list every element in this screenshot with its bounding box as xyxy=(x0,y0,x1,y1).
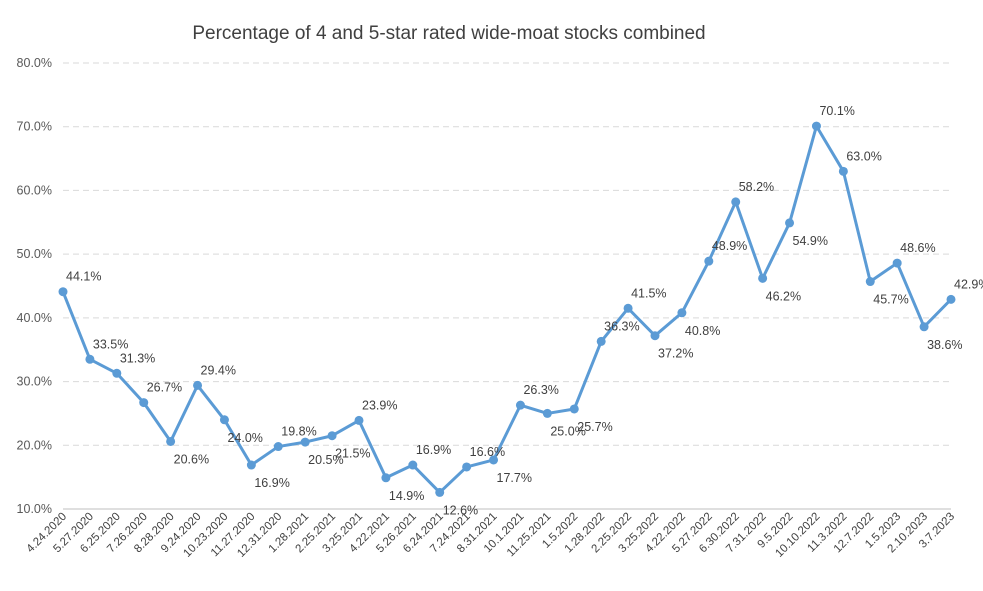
data-label: 31.3% xyxy=(120,351,155,365)
data-label: 16.9% xyxy=(254,476,289,490)
data-point xyxy=(542,408,552,418)
x-axis-ticks: 4.24.20205.27.20206.25.20207.26.20208.28… xyxy=(24,511,957,560)
data-label: 24.0% xyxy=(227,431,262,445)
data-label: 26.3% xyxy=(523,383,558,397)
data-point xyxy=(435,487,445,497)
data-label: 46.2% xyxy=(766,289,801,303)
y-tick-label: 10.0% xyxy=(17,502,52,516)
data-point xyxy=(515,400,525,410)
data-point xyxy=(704,256,714,266)
data-label: 42.9% xyxy=(954,277,983,291)
data-label: 36.3% xyxy=(604,319,639,333)
data-point xyxy=(919,322,929,332)
data-point xyxy=(139,398,149,408)
data-label: 25.0% xyxy=(550,424,585,438)
data-point xyxy=(193,380,203,390)
y-tick-label: 80.0% xyxy=(17,56,52,70)
data-point xyxy=(731,197,741,207)
data-label: 45.7% xyxy=(873,293,908,307)
data-label: 37.2% xyxy=(658,347,693,361)
data-label: 16.6% xyxy=(470,445,505,459)
data-point xyxy=(112,368,122,378)
data-label: 41.5% xyxy=(631,286,666,300)
data-point xyxy=(677,308,687,318)
chart-title: Percentage of 4 and 5-star rated wide-mo… xyxy=(192,23,705,44)
data-label: 70.1% xyxy=(819,104,854,118)
data-label: 29.4% xyxy=(201,363,236,377)
data-label: 48.6% xyxy=(900,241,935,255)
data-label: 38.6% xyxy=(927,338,962,352)
data-point xyxy=(354,415,364,425)
data-label: 19.8% xyxy=(281,425,316,439)
data-point xyxy=(246,460,256,470)
data-point xyxy=(381,473,391,483)
gridlines xyxy=(63,62,951,510)
y-tick-label: 70.0% xyxy=(17,120,52,134)
data-point xyxy=(758,273,768,283)
data-point xyxy=(569,404,579,414)
data-label: 20.5% xyxy=(308,453,343,467)
y-axis-ticks: 10.0% 20.0% 30.0% 40.0% 50.0% 60.0% 70.0% 80.0% xyxy=(17,56,52,516)
data-label: 58.2% xyxy=(739,180,774,194)
data-label: 17.7% xyxy=(497,471,532,485)
data-point xyxy=(596,336,606,346)
data-label: 21.5% xyxy=(335,447,370,461)
y-tick-label: 60.0% xyxy=(17,183,52,197)
data-point xyxy=(58,287,68,297)
series-line xyxy=(61,124,953,494)
data-label: 33.5% xyxy=(93,337,128,351)
data-label: 14.9% xyxy=(389,489,424,503)
data-label: 23.9% xyxy=(362,398,397,412)
data-point xyxy=(838,166,848,176)
data-label: 16.9% xyxy=(416,443,451,457)
data-point xyxy=(85,354,95,364)
data-point xyxy=(946,294,956,304)
data-point xyxy=(219,415,229,425)
data-point xyxy=(623,303,633,313)
data-point xyxy=(865,277,875,287)
data-point xyxy=(300,437,310,447)
data-label: 12.6% xyxy=(443,503,478,517)
data-label: 26.7% xyxy=(147,381,182,395)
series-line-group xyxy=(58,121,956,497)
data-point xyxy=(273,442,283,452)
data-point xyxy=(650,331,660,341)
data-point xyxy=(327,431,337,441)
data-label: 63.0% xyxy=(846,149,881,163)
y-tick-label: 30.0% xyxy=(17,375,52,389)
data-label: 20.6% xyxy=(174,452,209,466)
data-point xyxy=(408,460,418,470)
data-point xyxy=(785,218,795,228)
data-point xyxy=(166,436,176,446)
data-point xyxy=(811,121,821,131)
y-tick-label: 20.0% xyxy=(17,438,52,452)
y-tick-label: 50.0% xyxy=(17,247,52,261)
data-point xyxy=(489,455,499,465)
data-label: 40.8% xyxy=(685,324,720,338)
y-tick-label: 40.0% xyxy=(17,311,52,325)
data-label: 54.9% xyxy=(793,234,828,248)
data-point xyxy=(892,258,902,268)
data-label: 25.7% xyxy=(577,420,612,434)
data-label: 44.1% xyxy=(66,270,101,284)
data-label: 48.9% xyxy=(712,239,747,253)
data-point xyxy=(462,462,472,472)
data-labels: 44.1% 33.5%31.3% 26.7% 20.6% 29.4% 24.0% 16.9%… xyxy=(66,104,983,517)
